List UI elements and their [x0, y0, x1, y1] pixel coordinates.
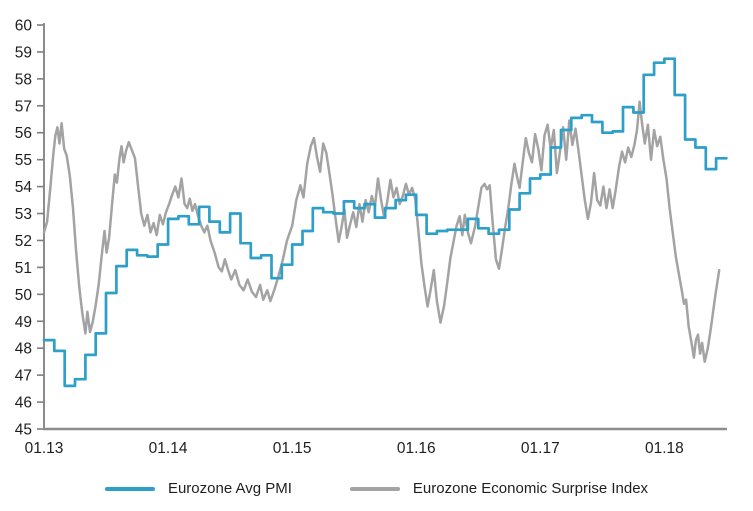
svg-text:46: 46: [15, 395, 32, 412]
svg-text:57: 57: [15, 98, 32, 115]
svg-text:50: 50: [15, 287, 33, 304]
svg-text:59: 59: [15, 44, 32, 61]
svg-text:45: 45: [15, 422, 32, 439]
svg-text:01.18: 01.18: [645, 440, 684, 457]
svg-text:49: 49: [15, 314, 32, 331]
svg-text:60: 60: [15, 18, 33, 35]
x-axis: 01.13 01.14 01.15 01.16 01.17 01.18: [25, 427, 727, 457]
svg-text:58: 58: [15, 71, 32, 88]
svg-text:01.17: 01.17: [521, 440, 560, 457]
chart-legend: Eurozone Avg PMI Eurozone Economic Surpr…: [0, 480, 753, 497]
esi-line-swatch-icon: [349, 486, 400, 491]
svg-text:55: 55: [15, 152, 32, 169]
svg-text:48: 48: [15, 341, 32, 358]
svg-text:01.13: 01.13: [25, 440, 64, 457]
pmi-line-swatch-icon: [104, 486, 155, 491]
pmi-surprise-chart: 45 46 47 48 49 50 51 52 53 54 55 56 57 58 59 60 01.13 01.…: [15, 18, 728, 457]
svg-text:56: 56: [15, 125, 32, 142]
pmi-series-line: [42, 57, 728, 388]
svg-text:47: 47: [15, 368, 32, 385]
pmi-legend-label: Eurozone Avg PMI: [167, 480, 292, 497]
legend-item-pmi: Eurozone Avg PMI: [104, 480, 292, 497]
svg-text:52: 52: [15, 233, 32, 250]
esi-legend-label: Eurozone Economic Surprise Index: [412, 480, 649, 497]
svg-text:54: 54: [15, 179, 33, 196]
svg-text:01.14: 01.14: [149, 440, 188, 457]
svg-text:01.16: 01.16: [397, 440, 436, 457]
svg-text:01.15: 01.15: [273, 440, 312, 457]
legend-item-esi: Eurozone Economic Surprise Index: [349, 480, 649, 497]
svg-text:53: 53: [15, 206, 32, 223]
esi-series-line: [42, 100, 721, 363]
y-axis: 45 46 47 48 49 50 51 52 53 54 55 56 57 58 59 60: [15, 18, 45, 439]
svg-text:51: 51: [15, 260, 32, 277]
